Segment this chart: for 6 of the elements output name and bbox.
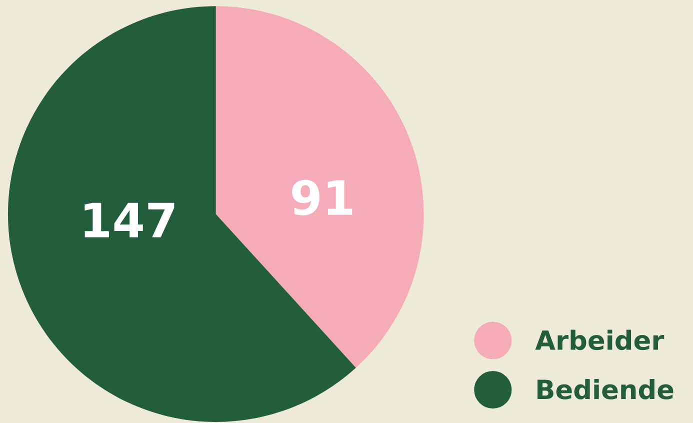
data-label: 147 (84, 202, 174, 238)
legend-label: Bediende (538, 378, 674, 400)
pie-slice (8, 6, 356, 422)
legend-label: Arbeider (535, 330, 664, 350)
pie-slice (216, 6, 424, 368)
data-label: 91 (292, 180, 352, 216)
